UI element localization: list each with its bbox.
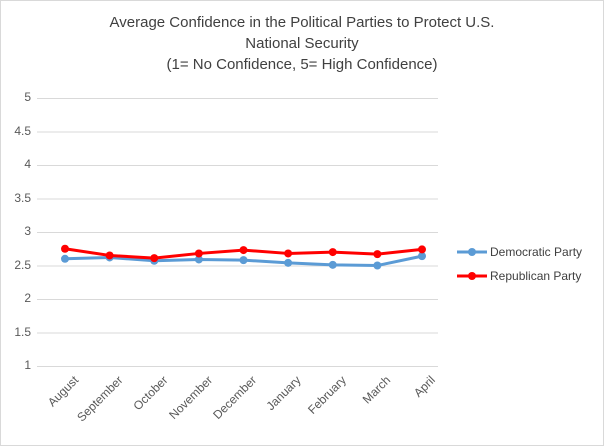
chart-title: Average Confidence in the Political Part… <box>1 12 603 75</box>
y-axis-tick-label: 2 <box>24 291 31 305</box>
legend: Democratic Party Republican Party <box>457 240 582 288</box>
data-point-republican-party-september <box>105 251 114 260</box>
data-point-republican-party-december <box>239 246 248 255</box>
data-point-republican-party-august <box>61 244 69 253</box>
data-point-republican-party-november <box>194 249 203 258</box>
legend-swatch-republican-party <box>457 272 487 280</box>
y-axis-tick-label: 5 <box>24 90 31 104</box>
data-point-democratic-party-august <box>61 254 69 263</box>
legend-label-republican-party: Republican Party <box>490 269 582 283</box>
chart-title-line-1: Average Confidence in the Political Part… <box>109 14 495 31</box>
legend-item-republican-party: Republican Party <box>457 264 582 288</box>
chart-title-line-2: National Security <box>245 35 359 52</box>
y-axis-tick-label: 4.5 <box>14 123 31 138</box>
data-point-democratic-party-march <box>373 261 382 270</box>
legend-item-democratic-party: Democratic Party <box>457 240 582 264</box>
legend-label-democratic-party: Democratic Party <box>490 245 583 259</box>
y-axis-tick-label: 3.5 <box>14 190 31 205</box>
data-point-republican-party-february <box>328 248 337 257</box>
data-point-democratic-party-november <box>194 255 203 264</box>
data-point-democratic-party-february <box>328 260 337 269</box>
legend-swatch-democratic-party <box>457 248 487 256</box>
y-axis-tick-label: 2.5 <box>14 257 31 272</box>
data-point-republican-party-october <box>150 254 159 263</box>
data-point-democratic-party-december <box>239 256 248 265</box>
y-axis-tick-label: 1.5 <box>14 324 31 339</box>
data-point-republican-party-january <box>284 249 293 258</box>
y-axis-tick-label: 3 <box>24 224 31 238</box>
y-axis-tick-label: 1 <box>24 358 31 372</box>
y-axis-tick-label: 4 <box>24 157 31 171</box>
data-point-democratic-party-april <box>418 252 426 261</box>
chart-title-line-3: (1= No Confidence, 5= High Confidence) <box>166 56 438 73</box>
data-point-democratic-party-january <box>284 258 293 267</box>
data-point-republican-party-march <box>373 250 382 259</box>
data-point-republican-party-april <box>418 245 426 254</box>
